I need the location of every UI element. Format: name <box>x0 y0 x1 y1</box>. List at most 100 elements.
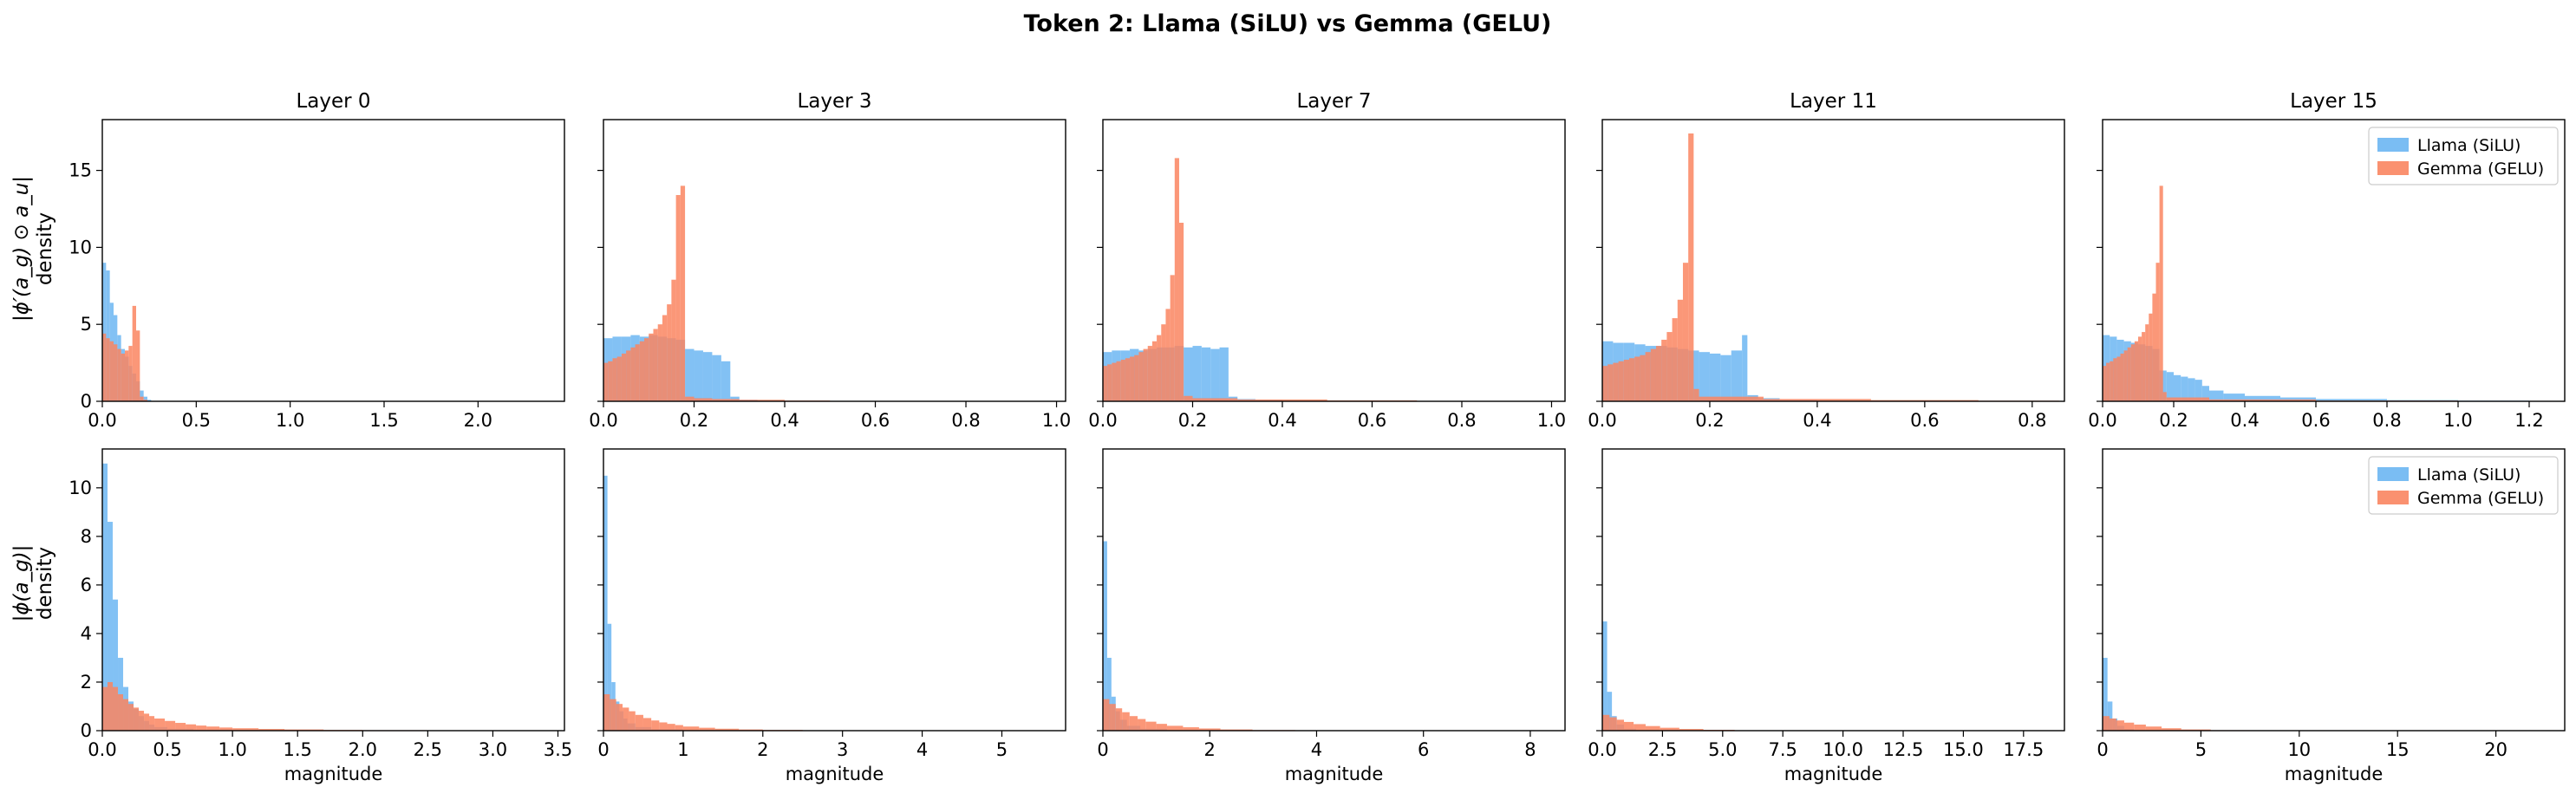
y-tick-label: 8 <box>81 526 92 547</box>
histogram-bar <box>657 324 662 401</box>
histogram-bar <box>113 599 119 731</box>
histogram-bar <box>1170 275 1175 401</box>
y-tick-label: 4 <box>81 623 92 644</box>
x-tick-label: 0 <box>597 739 609 760</box>
histogram-bar <box>2145 726 2162 731</box>
histogram-bar <box>608 361 613 401</box>
histogram-bar <box>121 353 125 401</box>
histogram-bar <box>2181 376 2188 401</box>
histogram-bar <box>603 693 610 731</box>
histogram-bar <box>125 350 129 401</box>
histogram-bar <box>1666 332 1673 401</box>
x-tick-label: 5 <box>996 739 1008 760</box>
histogram-bar <box>128 704 134 731</box>
histogram-bar <box>108 681 114 731</box>
subplot-r1-c4: 0 5 10 15 20 magnitude Llama (SiLU) Gemma (GELU… <box>2097 448 2566 784</box>
histogram-bar <box>1151 341 1158 401</box>
histogram-bar <box>629 711 636 731</box>
series-llama <box>102 463 233 731</box>
row-1-ylabel-line1: |ϕ(a_g)| <box>10 545 33 622</box>
x-tick-label: 7.5 <box>1769 739 1797 760</box>
histogram-bar <box>1655 346 1662 401</box>
x-tick-label: 0.0 <box>589 410 617 431</box>
histogram-bars <box>1602 621 1784 731</box>
y-tick-label: 5 <box>81 314 92 335</box>
histogram-bar <box>106 270 110 401</box>
histogram-bars <box>1103 158 1418 401</box>
x-tick-label: 0.4 <box>1803 410 1831 431</box>
histogram-bar <box>702 352 713 401</box>
histogram-bar <box>1165 309 1171 401</box>
histogram-bar <box>739 400 786 401</box>
histogram-bar <box>1682 263 1689 401</box>
histogram-bar <box>1602 621 1608 731</box>
histogram-bar <box>2113 358 2117 401</box>
histogram-bar <box>730 396 740 401</box>
x-tick-label: 1 <box>677 739 688 760</box>
legend-label-gemma: Gemma (GELU) <box>2417 159 2544 179</box>
histogram-bar <box>2181 729 2211 731</box>
histogram-bar <box>1677 299 1683 401</box>
histogram-bar <box>2123 350 2128 401</box>
x-tick-label: 15.0 <box>1943 739 1984 760</box>
histogram-bar <box>123 699 129 731</box>
histogram-bar <box>2159 185 2163 401</box>
histogram-bar <box>612 358 617 401</box>
x-tick-label: 3.0 <box>479 739 507 760</box>
histogram-bar <box>108 522 114 731</box>
histogram-bar <box>635 344 640 401</box>
histogram-bar <box>1237 399 1327 401</box>
axes-frame <box>1102 448 1566 732</box>
subplot-r0-c2: 0.0 0.2 0.4 0.6 0.8 1.0 Layer 7 <box>1088 90 1566 431</box>
y-tick-label: 6 <box>81 575 92 595</box>
histogram-bar <box>143 400 147 401</box>
histogram-bars <box>1602 133 2059 401</box>
x-tick-label: 5.0 <box>1708 739 1737 760</box>
histogram-bar <box>2162 392 2167 401</box>
histogram-bar <box>680 185 686 401</box>
histogram-bar <box>603 475 608 731</box>
axes-frame <box>1102 119 1566 402</box>
histogram-bar <box>140 390 144 401</box>
x-axis-label: magnitude <box>1784 764 1883 784</box>
series-llama <box>603 475 683 731</box>
legend: Llama (SiLU) Gemma (GELU) <box>2368 127 2559 185</box>
histogram-bar <box>1699 396 1764 401</box>
histogram-bar <box>1198 728 1221 731</box>
histogram-bar <box>642 718 652 731</box>
histogram-bar <box>1125 358 1131 401</box>
subplot-r1-c0: 0.0 0.5 1.0 1.5 2.0 2.5 3.0 3.5 0 2 4 6 8 10 magnitude <box>68 448 572 784</box>
legend: Llama (SiLU) Gemma (GELU) <box>2368 456 2559 515</box>
histogram-bar <box>2138 336 2142 401</box>
y-tick-label: 2 <box>81 672 92 693</box>
histogram-bar <box>1640 354 1646 401</box>
histogram-bar <box>1122 712 1130 731</box>
histogram-bar <box>653 328 658 401</box>
histogram-bar <box>1660 727 1679 731</box>
x-tick-label: 0.4 <box>2230 410 2259 431</box>
histogram-bar <box>2155 263 2160 401</box>
histogram-bar <box>1115 708 1123 731</box>
histogram-bar <box>2152 293 2156 401</box>
subplot-title: Layer 0 <box>296 90 370 113</box>
histogram-bar <box>2280 397 2316 401</box>
histogram-bar <box>1112 362 1117 401</box>
y-tick-label: 15 <box>68 160 92 181</box>
y-tick-label: 10 <box>68 478 92 498</box>
x-tick-label: 2 <box>757 739 768 760</box>
histogram-bar <box>1120 360 1125 401</box>
histogram-bar <box>1672 318 1678 401</box>
histogram-bar <box>1645 725 1660 731</box>
histogram-bar <box>1130 356 1135 401</box>
histogram-bar <box>739 729 763 731</box>
histogram-bar <box>621 353 627 401</box>
histogram-bar <box>623 707 629 731</box>
x-tick-label: 0.4 <box>1268 410 1296 431</box>
x-tick-label: 0.8 <box>951 410 980 431</box>
histogram-bar <box>1109 704 1116 731</box>
histogram-bar <box>1699 352 1710 401</box>
histogram-bar <box>258 729 285 731</box>
histogram-bar <box>1143 348 1148 401</box>
histogram-bar <box>2103 366 2107 401</box>
